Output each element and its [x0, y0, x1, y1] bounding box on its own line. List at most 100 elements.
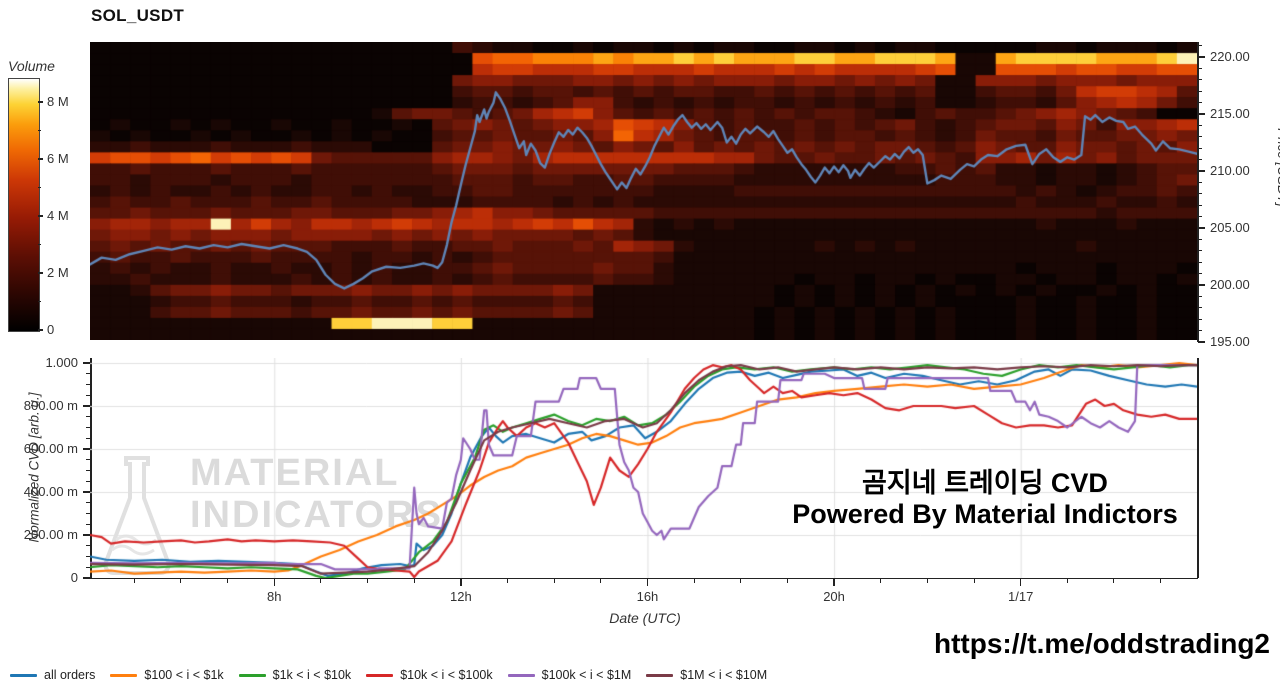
x-tick-mark: [1019, 579, 1022, 586]
x-tick-label: 1/17: [1008, 589, 1034, 604]
x-minor-tick: [367, 579, 369, 583]
legend-label: $100 < i < $1k: [144, 668, 224, 682]
x-minor-tick: [740, 579, 742, 583]
x-tick-mark: [273, 579, 276, 586]
legend-swatch: [110, 673, 138, 677]
telegram-url[interactable]: https://t.me/oddstrading2: [934, 628, 1270, 659]
price-tick-label: 220.00: [1210, 49, 1250, 64]
overlay-caption: 곰지네 트레이딩 CVD Powered By Material Indicto…: [700, 468, 1270, 530]
x-minor-tick: [553, 579, 555, 583]
cvd-minor-tick: [86, 513, 90, 514]
price-minor-tick: [1198, 159, 1202, 161]
cvd-minor-tick: [86, 384, 90, 385]
legend-swatch: [507, 673, 535, 677]
price-tick-mark: [1198, 113, 1205, 115]
overlay-caption-line1: 곰지네 트레이딩 CVD: [862, 468, 1108, 498]
price-minor-tick: [1198, 295, 1202, 297]
cvd-minor-tick: [86, 523, 90, 525]
price-tick-mark: [1198, 341, 1205, 343]
volume-tick-mark: [38, 215, 43, 217]
cvd-axis-label: Normalized CVD [arb. u.]: [26, 392, 42, 543]
price-minor-tick: [1198, 147, 1202, 149]
price-minor-tick: [1198, 330, 1202, 332]
cvd-minor-tick: [86, 502, 90, 504]
x-minor-tick: [973, 579, 975, 583]
price-minor-tick: [1198, 318, 1202, 320]
legend-label: $1M < i < $10M: [680, 668, 768, 682]
cvd-minor-tick: [86, 470, 90, 471]
price-minor-tick: [1198, 79, 1202, 81]
x-tick-mark: [833, 579, 835, 586]
legend-item: $1k < i < $10k: [238, 668, 351, 682]
cvd-minor-tick: [86, 459, 90, 461]
legend-swatch: [646, 673, 674, 677]
price-tick-mark: [1198, 284, 1205, 286]
price-minor-tick: [1198, 90, 1202, 92]
price-axis-label: Price [USDT]: [1274, 128, 1280, 207]
volume-minor-tick: [38, 244, 41, 245]
overlay-caption-line2: Powered By Material Indictors: [792, 499, 1178, 529]
x-minor-tick: [880, 579, 882, 583]
legend-item: $10k < i < $100k: [366, 668, 493, 682]
price-minor-tick: [1198, 181, 1202, 183]
price-axis-spine: [1197, 42, 1199, 342]
cvd-tick-label: 1.000: [45, 355, 78, 370]
price-tick-label: 200.00: [1210, 277, 1250, 292]
x-tick-mark: [460, 579, 462, 586]
x-minor-tick: [507, 579, 509, 583]
volume-tick-label: 4 M: [47, 208, 69, 223]
price-tick-mark: [1198, 227, 1205, 229]
volume-colorbar: [8, 78, 40, 332]
legend: all orders $100 < i < $1k $1k < i < $10k $1…: [10, 668, 767, 682]
legend-item: $100k < i < $1M: [507, 668, 631, 682]
cvd-minor-tick: [86, 416, 90, 418]
x-tick-label: 12h: [450, 589, 472, 604]
volume-tick-label: 6 M: [47, 151, 69, 166]
x-minor-tick: [133, 579, 135, 583]
price-minor-tick: [1198, 307, 1202, 309]
cvd-tick-label: 600.00 m: [23, 441, 78, 456]
x-minor-tick: [693, 579, 695, 583]
cvd-line-chart: [90, 358, 1197, 578]
price-minor-tick: [1198, 102, 1202, 104]
x-minor-tick: [1160, 579, 1162, 583]
volume-tick-mark: [38, 158, 43, 160]
x-tick-label: 8h: [267, 589, 282, 604]
legend-swatch: [10, 673, 37, 677]
cvd-tick-mark: [83, 577, 90, 579]
cvd-minor-tick: [86, 427, 90, 428]
price-tick-mark: [1198, 56, 1205, 58]
legend-label: all orders: [44, 668, 96, 682]
price-minor-tick: [1198, 250, 1202, 252]
volume-tick-label: 2 M: [47, 265, 69, 280]
volume-heatmap-chart: [90, 42, 1197, 340]
x-minor-tick: [227, 579, 229, 583]
x-minor-tick: [786, 579, 788, 583]
date-axis-label: Date (UTC): [609, 610, 681, 626]
cvd-minor-tick: [86, 480, 90, 482]
colorbar-volume-label: Volume: [8, 58, 55, 74]
cvd-tick-mark: [83, 362, 90, 364]
price-minor-tick: [1198, 216, 1202, 218]
price-tick-label: 205.00: [1210, 220, 1250, 235]
price-minor-tick: [1198, 67, 1202, 69]
legend-label: $10k < i < $100k: [400, 668, 493, 682]
volume-tick-label: 0: [47, 322, 55, 337]
legend-swatch: [366, 673, 394, 677]
price-minor-tick: [1198, 193, 1202, 195]
x-minor-tick: [1066, 579, 1068, 583]
cvd-tick-label: 400.00 m: [23, 484, 78, 499]
x-tick-mark: [646, 579, 649, 586]
volume-tick-mark: [38, 101, 43, 103]
x-minor-tick: [413, 579, 415, 583]
cvd-tick-mark: [83, 405, 90, 407]
x-minor-tick: [600, 579, 602, 583]
price-minor-tick: [1198, 45, 1202, 47]
cvd-right-spine: [1197, 358, 1199, 578]
page-title: SOL_USDT: [91, 6, 185, 25]
volume-minor-tick: [38, 187, 41, 188]
price-minor-tick: [1198, 261, 1202, 263]
volume-minor-tick: [38, 301, 41, 302]
cvd-tick-label: 800.00 m: [23, 398, 78, 413]
